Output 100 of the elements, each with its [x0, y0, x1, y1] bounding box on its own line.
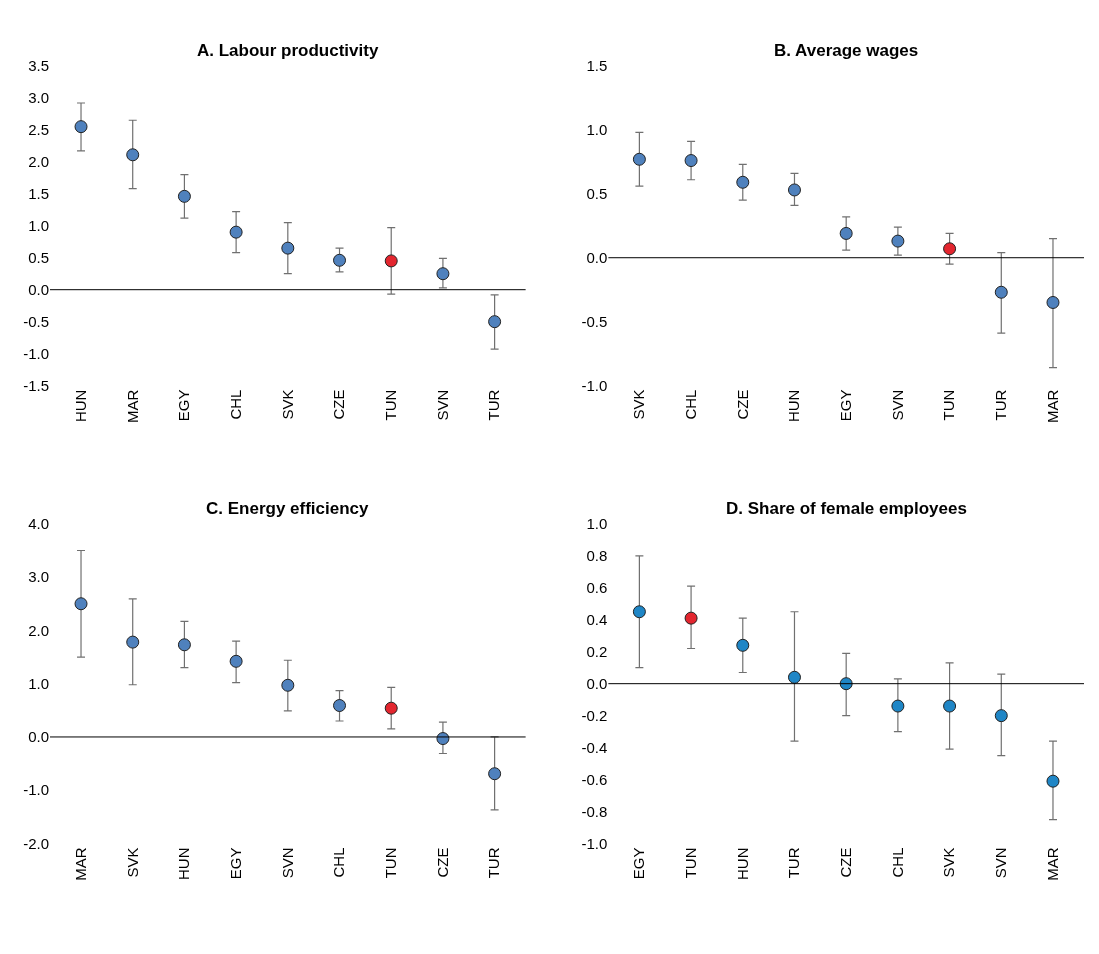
- y-tick-label: 3.5: [28, 57, 49, 75]
- y-tick-label: 0.4: [586, 610, 608, 628]
- point: [1046, 295, 1060, 309]
- y-tick-label: 0.8: [586, 547, 608, 565]
- x-tick-label: TUN: [382, 847, 400, 879]
- point: [281, 678, 295, 692]
- x-tick-label: HUN: [71, 389, 89, 423]
- point: [229, 654, 243, 668]
- y-tick-label: -1.0: [23, 344, 49, 362]
- y-tick-label: 0.0: [586, 674, 608, 692]
- point: [333, 253, 347, 267]
- point: [787, 670, 801, 684]
- x-tick-label: CHL: [888, 847, 906, 878]
- x-tick-label: EGY: [226, 847, 244, 880]
- y-tick-label: 2.0: [28, 153, 49, 171]
- point: [684, 154, 698, 168]
- point: [74, 597, 88, 611]
- x-tick-label: SVK: [630, 389, 648, 420]
- point: [1046, 774, 1060, 788]
- point: [126, 635, 140, 649]
- x-tick-label: CHL: [681, 389, 699, 420]
- point: [632, 605, 646, 619]
- x-tick-label: TUR: [992, 389, 1010, 421]
- x-tick-label: TUR: [485, 847, 503, 879]
- y-tick-label: 1.0: [28, 217, 49, 235]
- y-tick-label: 1.0: [586, 515, 608, 533]
- point: [684, 611, 698, 625]
- y-tick-label: -0.8: [581, 802, 608, 820]
- x-tick-label: MAR: [1043, 847, 1061, 881]
- x-tick-label: HUN: [733, 847, 751, 881]
- x-tick-label: CZE: [330, 389, 348, 420]
- point: [281, 241, 295, 255]
- chart-title: B. Average wages: [774, 41, 919, 60]
- point: [994, 709, 1008, 723]
- y-tick-label: -0.2: [581, 706, 608, 724]
- x-tick-label: TUN: [681, 847, 699, 879]
- x-tick-label: CZE: [837, 847, 855, 878]
- x-tick-label: SVN: [278, 847, 296, 879]
- x-tick-label: MAR: [1043, 389, 1061, 423]
- y-tick-label: 2.5: [28, 121, 49, 139]
- point: [787, 183, 801, 197]
- y-tick-label: -1.0: [23, 781, 49, 799]
- x-tick-label: TUR: [785, 847, 803, 879]
- x-tick-label: MAR: [123, 389, 141, 423]
- point: [839, 226, 853, 240]
- x-tick-label: MAR: [71, 847, 89, 881]
- point: [74, 120, 88, 134]
- y-tick-label: -2.0: [23, 834, 49, 852]
- x-tick-label: CHL: [330, 847, 348, 878]
- x-tick-label: EGY: [175, 389, 193, 422]
- point: [333, 699, 347, 713]
- point: [177, 189, 191, 203]
- point: [488, 315, 502, 329]
- y-tick-label: 0.5: [28, 248, 49, 266]
- y-tick-label: -0.5: [581, 312, 608, 330]
- x-tick-label: HUN: [175, 847, 193, 881]
- point: [891, 234, 905, 248]
- point: [943, 242, 957, 256]
- x-tick-label: EGY: [837, 389, 855, 422]
- y-tick-label: 1.5: [586, 57, 608, 75]
- x-tick-label: TUR: [485, 389, 503, 421]
- x-tick-label: SVK: [278, 389, 296, 420]
- point: [632, 152, 646, 166]
- x-tick-label: SVN: [888, 389, 906, 421]
- x-tick-label: HUN: [785, 389, 803, 423]
- y-tick-label: 3.0: [28, 568, 49, 586]
- y-tick-label: -1.0: [581, 376, 608, 394]
- chart-title: D. Share of female employees: [726, 499, 967, 518]
- x-tick-label: SVN: [433, 389, 451, 421]
- point: [736, 638, 750, 652]
- point: [943, 699, 957, 713]
- point: [736, 175, 750, 189]
- y-tick-label: 4.0: [28, 515, 49, 533]
- point: [891, 699, 905, 713]
- x-tick-label: CZE: [433, 847, 451, 878]
- x-tick-label: CZE: [733, 389, 751, 420]
- point: [488, 767, 502, 781]
- y-tick-label: 0.6: [586, 579, 608, 597]
- y-tick-label: 0.0: [28, 280, 49, 298]
- x-tick-label: TUN: [382, 389, 400, 421]
- point: [126, 148, 140, 162]
- x-tick-label: TUN: [940, 389, 958, 421]
- point: [229, 225, 243, 239]
- x-tick-label: SVK: [123, 847, 141, 878]
- chart-title: A. Labour productivity: [197, 41, 379, 60]
- y-tick-label: 0.0: [28, 728, 49, 746]
- x-tick-label: SVK: [940, 847, 958, 878]
- y-tick-label: 3.0: [28, 89, 49, 107]
- y-tick-label: -0.6: [581, 770, 608, 788]
- point: [384, 254, 398, 268]
- x-tick-label: EGY: [630, 847, 648, 880]
- y-tick-label: 2.0: [28, 621, 49, 639]
- point: [384, 701, 398, 715]
- y-tick-label: 0.2: [586, 642, 608, 660]
- point: [994, 285, 1008, 299]
- y-tick-label: 1.0: [586, 121, 608, 139]
- x-tick-label: SVN: [992, 847, 1010, 879]
- y-tick-label: 0.5: [586, 185, 608, 203]
- y-tick-label: 0.0: [586, 248, 608, 266]
- chart-title: C. Energy efficiency: [206, 499, 370, 518]
